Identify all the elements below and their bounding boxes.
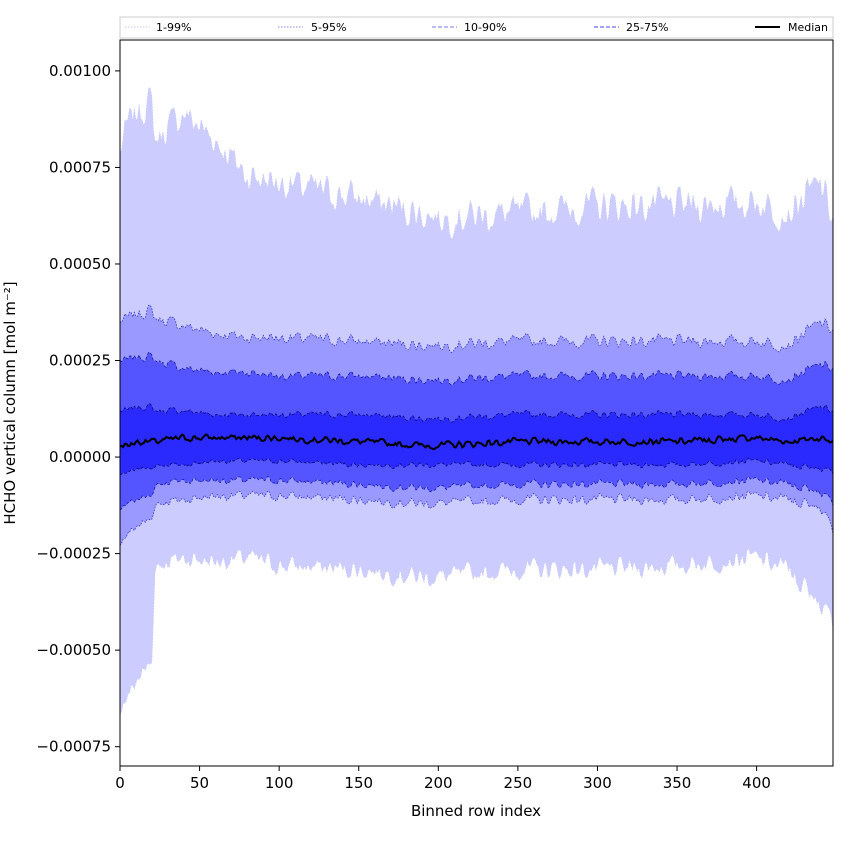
x-tick-label: 250 (504, 774, 533, 792)
x-tick-label: 0 (115, 774, 125, 792)
band-upper-line-5-95% (120, 304, 833, 353)
lines-layer (120, 87, 833, 716)
x-tick-label: 150 (344, 774, 373, 792)
band-upper-line-10-90% (120, 351, 833, 386)
band-lower-line-10-90% (120, 475, 833, 511)
y-tick-label: 0.00075 (49, 158, 111, 176)
y-tick-label: 0.00050 (49, 255, 111, 273)
x-tick-label: 100 (265, 774, 294, 792)
legend-label-25-75%: 25-75% (626, 21, 668, 34)
x-tick-label: 50 (190, 774, 209, 792)
y-tick-label: 0.00100 (49, 62, 111, 80)
median-line (120, 433, 833, 451)
legend-label-10-90%: 10-90% (464, 21, 506, 34)
band-lower-line-5-95% (120, 490, 833, 546)
y-axis-label: HCHO vertical column [mol m⁻²] (1, 281, 19, 524)
y-tick-label: 0.00000 (49, 448, 111, 466)
y-tick-label: −0.00050 (36, 641, 111, 659)
x-tick-label: 200 (424, 774, 453, 792)
plot-frame (119, 39, 834, 767)
legend-label-5-95%: 5-95% (311, 21, 346, 34)
ticks-layer: 0 50 100 150 200 250 300 350 400 0.00100 0.00075 0.… (36, 62, 771, 792)
legend-label-1-99%: 1-99% (156, 21, 191, 34)
y-tick-label: −0.00025 (36, 545, 111, 563)
band-lower-line-1-99% (120, 547, 833, 716)
band-upper-line-25-75% (120, 403, 833, 423)
band-upper-line-1-99% (120, 87, 833, 239)
y-tick-label: 0.00025 (49, 352, 111, 370)
x-tick-label: 350 (663, 774, 692, 792)
bands-layer (120, 87, 833, 716)
y-tick-label: −0.00075 (36, 738, 111, 756)
legend-box (119, 16, 834, 39)
x-tick-label: 300 (583, 774, 612, 792)
legend-label-Median: Median (788, 21, 828, 34)
x-axis-label: Binned row index (411, 802, 541, 820)
legend: 1-99% 5-95% 10-90% 25-75% Median (119, 16, 834, 39)
x-tick-label: 400 (742, 774, 771, 792)
band-25-75% (120, 403, 833, 475)
band-lower-line-25-75% (120, 457, 833, 475)
